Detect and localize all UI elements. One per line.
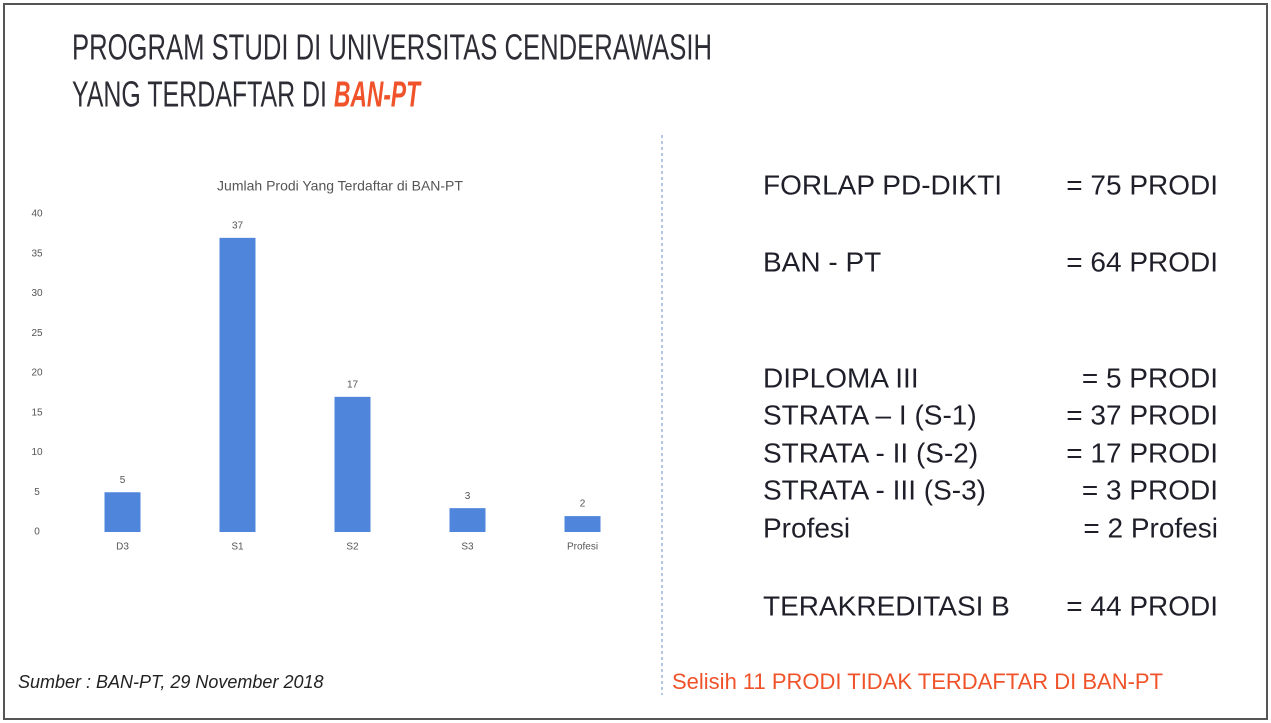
chart-title: Jumlah Prodi Yang Terdaftar di BAN-PT (217, 178, 463, 194)
title-highlight: BAN-PT (334, 74, 422, 115)
source: Sumber : BAN-PT, 29 November 2018 (18, 672, 323, 692)
y-tick-label: 40 (31, 209, 43, 220)
stat-value: = 2 Profesi (1083, 512, 1218, 543)
stat-value: = 64 PRODI (1066, 246, 1218, 277)
stat-label: BAN - PT (763, 246, 881, 277)
x-tick-label: D3 (116, 542, 129, 553)
y-tick-label: 35 (31, 248, 43, 259)
stat-value: = 37 PRODI (1066, 399, 1218, 430)
y-tick-label: 5 (34, 487, 40, 498)
value-label: 37 (232, 220, 244, 231)
x-tick-label: S3 (461, 542, 474, 553)
stat-value: = 3 PRODI (1082, 474, 1218, 505)
value-label: 5 (120, 475, 126, 486)
note: Selisih 11 PRODI TIDAK TERDAFTAR DI BAN-… (672, 669, 1163, 694)
y-tick-label: 10 (31, 447, 43, 458)
stat-label: DIPLOMA III (763, 362, 919, 393)
frame (3, 3, 1268, 720)
value-label: 3 (465, 491, 471, 502)
title-line: PROGRAM STUDI DI UNIVERSITAS CENDERAWASI… (72, 27, 712, 68)
x-tick-label: Profesi (567, 542, 598, 553)
title-line: YANG TERDAFTAR DI (72, 74, 327, 115)
bar (449, 508, 486, 532)
stat-value: = 5 PRODI (1082, 362, 1218, 393)
value-label: 2 (580, 499, 586, 510)
y-tick-label: 15 (31, 407, 43, 418)
stat-value: = 17 PRODI (1066, 437, 1218, 468)
y-tick-label: 20 (31, 368, 43, 379)
x-tick-label: S1 (231, 542, 244, 553)
x-tick-label: S2 (346, 542, 359, 553)
bar (104, 492, 141, 532)
bar (564, 516, 601, 532)
bar (334, 396, 371, 532)
stat-label: TERAKREDITASI B (763, 590, 1010, 621)
bar (219, 237, 256, 532)
stat-label: Profesi (763, 512, 850, 543)
stat-label: STRATA - II (S-2) (763, 437, 978, 468)
stat-label: FORLAP PD-DIKTI (763, 169, 1002, 200)
y-tick-label: 0 (34, 527, 40, 538)
stat-value: = 75 PRODI (1066, 169, 1218, 200)
y-tick-label: 25 (31, 328, 43, 339)
y-tick-label: 30 (31, 288, 43, 299)
stat-value: = 44 PRODI (1066, 590, 1218, 621)
stat-label: STRATA – I (S-1) (763, 399, 977, 430)
value-label: 17 (347, 379, 359, 390)
stat-label: STRATA - III (S-3) (763, 474, 986, 505)
